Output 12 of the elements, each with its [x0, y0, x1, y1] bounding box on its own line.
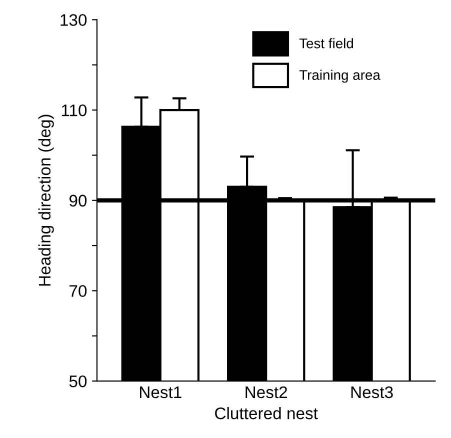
y-tick-label: 70	[70, 285, 87, 297]
legend-label: Test field	[299, 38, 353, 48]
x-tick-label: Nest1	[140, 386, 182, 398]
y-tick-label: 130	[60, 14, 87, 26]
legend-label: Training area	[299, 70, 380, 83]
y-tick-label: 110	[62, 104, 87, 116]
y-tick-label: 90	[69, 194, 87, 207]
x-tick-label: Nest3	[351, 386, 393, 398]
y-tick-label: 50	[69, 375, 87, 388]
y-axis-title: Heading direction (deg)	[38, 114, 54, 286]
x-axis-title: Cluttered nest	[215, 407, 318, 420]
x-tick-label: Nest2	[246, 386, 288, 398]
